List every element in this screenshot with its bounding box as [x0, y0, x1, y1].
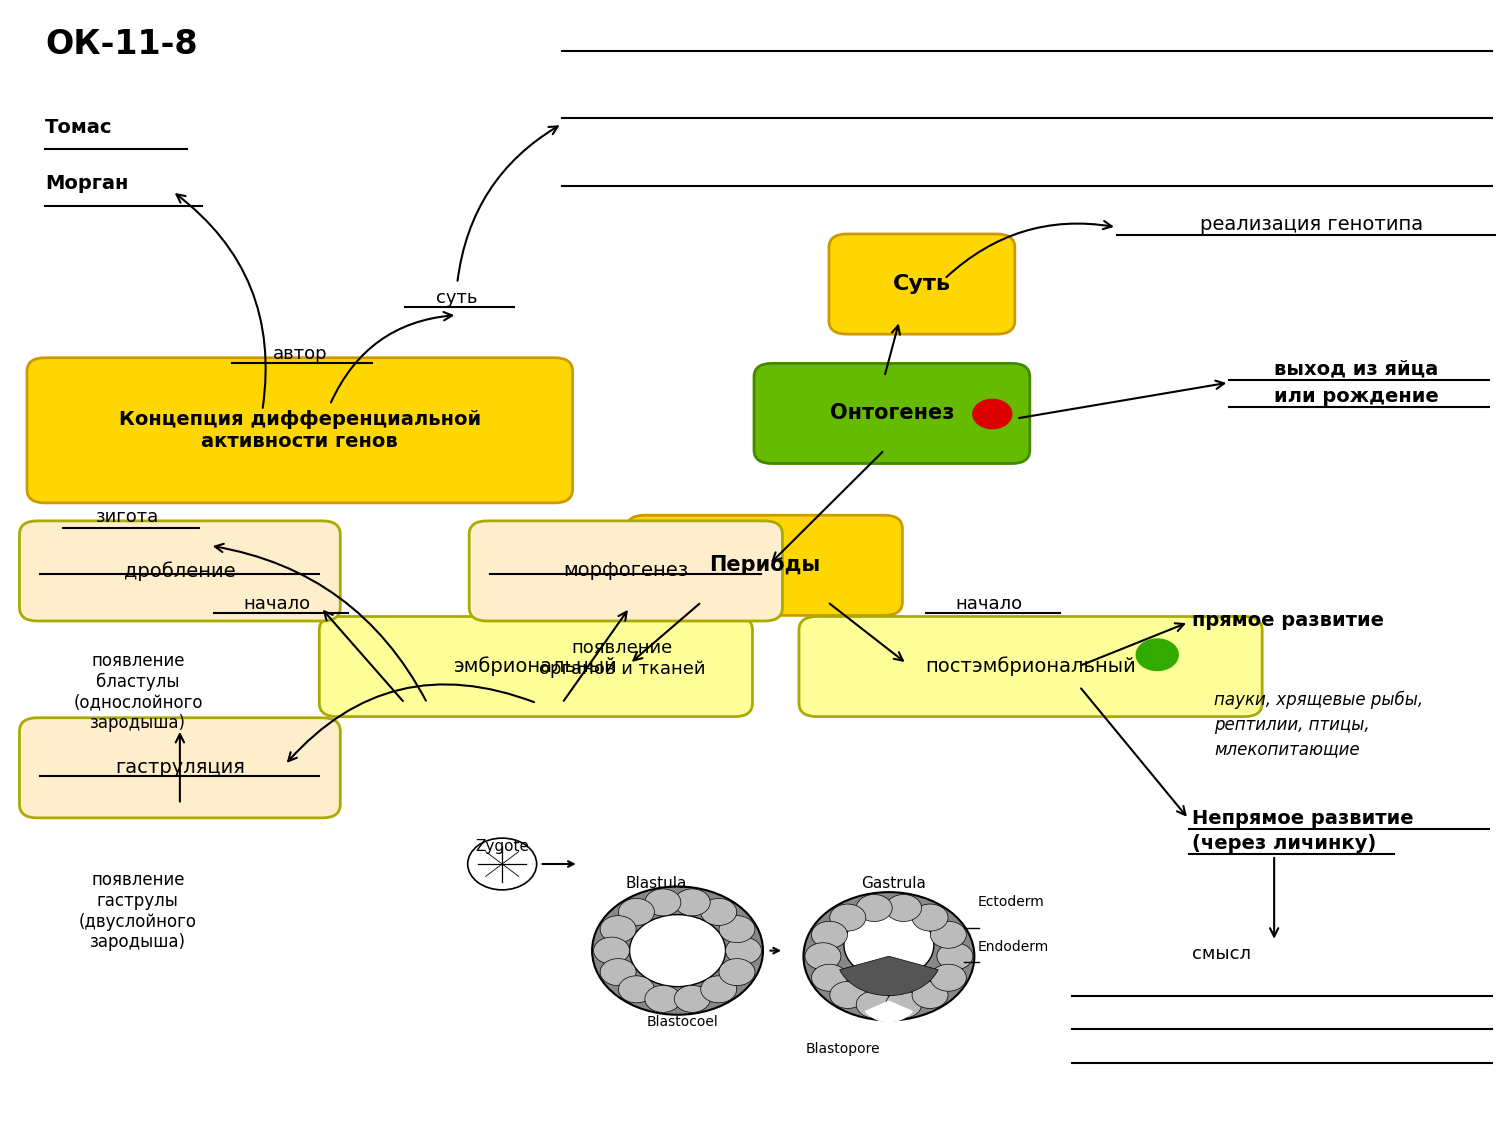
Circle shape [805, 943, 841, 970]
Text: суть: суть [436, 289, 478, 307]
Circle shape [700, 899, 736, 926]
Circle shape [931, 964, 967, 991]
Text: дробление: дробление [124, 561, 235, 580]
Circle shape [592, 886, 763, 1015]
Text: млекопитающие: млекопитающие [1214, 740, 1360, 758]
FancyBboxPatch shape [19, 521, 340, 621]
Circle shape [594, 937, 630, 964]
Text: смысл: смысл [1192, 945, 1250, 963]
Circle shape [600, 916, 636, 943]
FancyBboxPatch shape [627, 515, 902, 615]
Circle shape [720, 958, 755, 986]
Text: Концепция дифференциальной
активности генов: Концепция дифференциальной активности ге… [118, 410, 481, 451]
Circle shape [911, 904, 947, 931]
FancyBboxPatch shape [754, 363, 1030, 463]
Circle shape [911, 981, 947, 1008]
Text: Морган: Морган [45, 174, 129, 194]
FancyBboxPatch shape [27, 358, 573, 503]
FancyBboxPatch shape [19, 718, 340, 818]
Text: Суть: Суть [893, 274, 950, 294]
Circle shape [811, 964, 847, 991]
Text: Blastula: Blastula [627, 875, 687, 891]
Circle shape [645, 889, 681, 916]
Text: Gastrula: Gastrula [860, 875, 926, 891]
Text: начало: начало [956, 595, 1022, 613]
FancyBboxPatch shape [319, 616, 752, 717]
Text: Томас: Томас [45, 118, 112, 137]
Text: (через личинку): (через личинку) [1192, 835, 1376, 853]
Text: появление
бластулы
(однослойного
зародыша): появление бластулы (однослойного зародыш… [73, 651, 202, 732]
Circle shape [931, 921, 967, 948]
Circle shape [973, 399, 1012, 429]
Circle shape [937, 943, 973, 970]
Circle shape [856, 991, 892, 1018]
Text: Ectoderm: Ectoderm [977, 896, 1045, 909]
Circle shape [830, 904, 866, 931]
Text: эмбриональный: эмбриональный [454, 657, 618, 676]
Text: Endoderm: Endoderm [977, 940, 1049, 954]
Text: прямое развитие: прямое развитие [1192, 612, 1384, 630]
Text: появление
гаструлы
(двуслойного
зародыша): появление гаструлы (двуслойного зародыша… [79, 871, 196, 952]
Text: реализация генотипа: реализация генотипа [1201, 216, 1423, 234]
Text: зигота: зигота [96, 508, 159, 526]
Circle shape [1136, 639, 1178, 670]
Circle shape [700, 975, 736, 1002]
Circle shape [811, 921, 847, 948]
Circle shape [630, 915, 726, 987]
Circle shape [675, 889, 711, 916]
Wedge shape [865, 1001, 913, 1022]
Circle shape [830, 981, 866, 1008]
Circle shape [619, 899, 655, 926]
FancyBboxPatch shape [469, 521, 782, 621]
FancyBboxPatch shape [799, 616, 1262, 717]
Circle shape [720, 916, 755, 943]
Text: Онтогенез: Онтогенез [829, 404, 955, 423]
Text: постэмбриональный: постэмбриональный [925, 657, 1136, 676]
Text: рептилии, птицы,: рептилии, птицы, [1214, 716, 1370, 734]
Circle shape [886, 894, 922, 921]
Text: начало: начало [244, 595, 310, 613]
Text: Blastocoel: Blastocoel [646, 1015, 718, 1028]
Text: Blastopore: Blastopore [805, 1042, 880, 1055]
Text: Непрямое развитие: Непрямое развитие [1192, 810, 1414, 828]
Circle shape [856, 894, 892, 921]
Text: ОК-11-8: ОК-11-8 [45, 28, 198, 61]
Circle shape [619, 975, 655, 1002]
Text: выход из яйца: выход из яйца [1274, 360, 1439, 378]
Text: морфогенез: морфогенез [564, 561, 688, 580]
Circle shape [726, 937, 761, 964]
Text: появление
органов и тканей: появление органов и тканей [538, 639, 706, 677]
Text: автор: автор [273, 345, 327, 363]
Circle shape [675, 986, 711, 1012]
FancyBboxPatch shape [829, 234, 1015, 334]
Circle shape [803, 892, 974, 1020]
Text: пауки, хрящевые рыбы,: пауки, хрящевые рыбы, [1214, 691, 1424, 709]
Circle shape [600, 958, 636, 986]
Circle shape [645, 986, 681, 1012]
Wedge shape [839, 956, 938, 996]
Text: Периоды: Периоды [709, 556, 820, 575]
Circle shape [886, 991, 922, 1018]
Text: Zygote: Zygote [475, 838, 529, 854]
Circle shape [844, 911, 934, 979]
Text: гаструляция: гаструляция [115, 758, 244, 777]
Text: или рождение: или рождение [1274, 387, 1439, 405]
